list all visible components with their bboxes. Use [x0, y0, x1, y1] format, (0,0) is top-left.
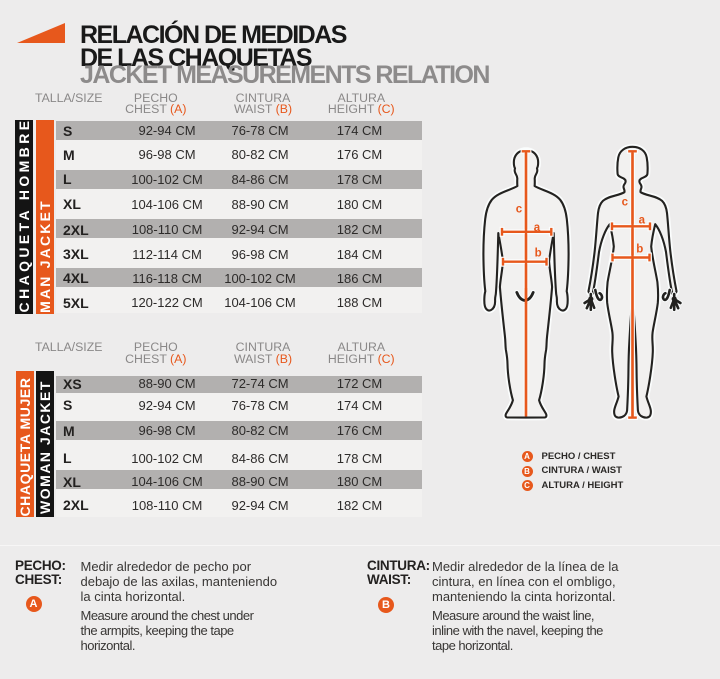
svg-text:b: b — [636, 243, 643, 255]
svg-text:b: b — [535, 248, 542, 260]
svg-text:a: a — [639, 214, 646, 226]
svg-text:a: a — [534, 222, 541, 234]
svg-text:c: c — [516, 203, 523, 215]
svg-text:c: c — [622, 196, 629, 208]
